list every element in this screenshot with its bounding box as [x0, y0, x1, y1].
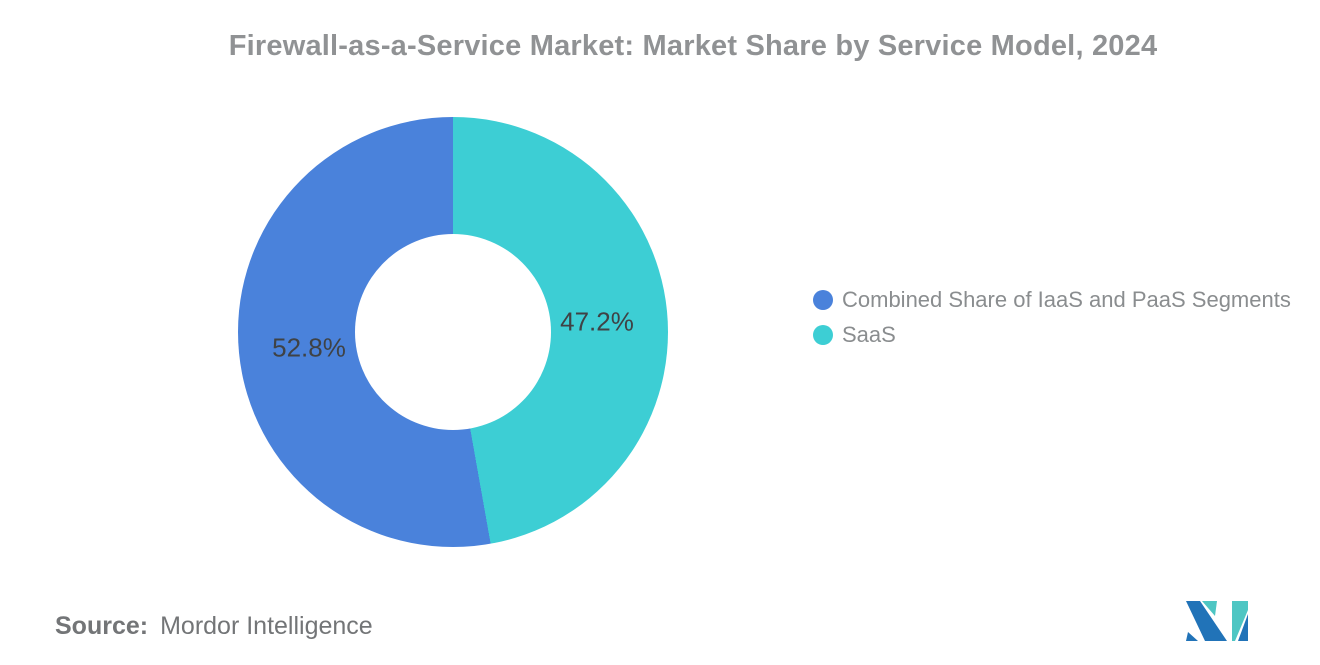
legend-label-iaas-paas: Combined Share of IaaS and PaaS Segments — [842, 287, 1291, 312]
source-name: Mordor Intelligence — [160, 612, 373, 640]
legend: Combined Share of IaaS and PaaS Segments… — [813, 287, 1291, 348]
slice-value-saas: 47.2% — [560, 306, 634, 337]
chart-title: Firewall-as-a-Service Market: Market Sha… — [228, 30, 1158, 62]
source-prefix: Source: — [55, 612, 149, 640]
slice-value-iaas-paas: 52.8% — [272, 332, 346, 363]
legend-item-iaas-paas[interactable]: Combined Share of IaaS and PaaS Segments — [813, 287, 1291, 313]
donut-chart: 52.8% 47.2% — [238, 117, 668, 547]
legend-item-saas[interactable]: SaaS — [813, 322, 1291, 348]
legend-label-saas: SaaS — [842, 322, 896, 347]
mordor-intelligence-logo — [1186, 601, 1248, 641]
legend-swatch-icon — [813, 325, 833, 345]
source-note: Source: Mordor Intelligence — [55, 612, 373, 641]
legend-swatch-icon — [813, 290, 833, 310]
donut-hole — [355, 234, 551, 430]
